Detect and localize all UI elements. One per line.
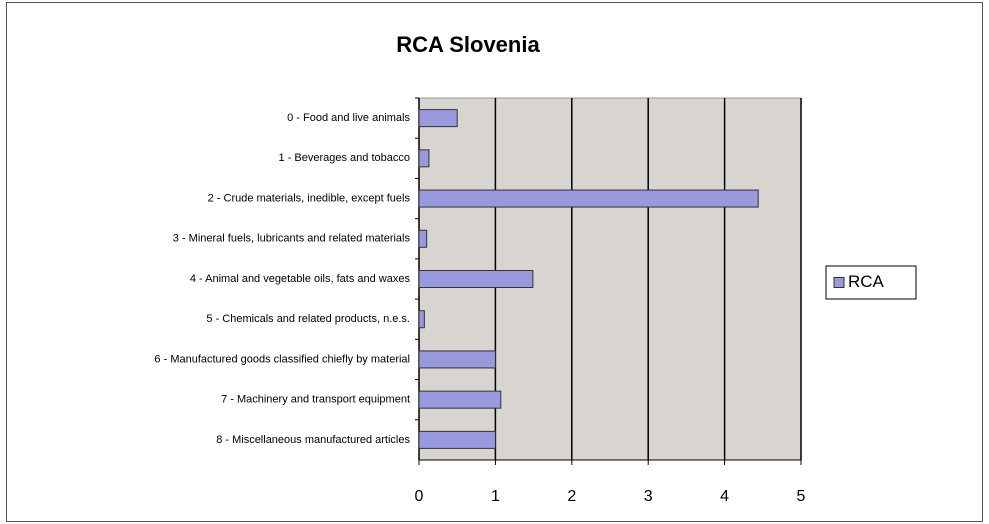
bar [418,270,534,288]
legend-swatch [833,277,845,288]
y-tick-label: 1 - Beverages and tobacco [279,152,410,164]
chart-title: RCA Slovenia [396,32,540,57]
y-tick-label: 7 - Machinery and transport equipment [221,394,410,406]
y-tick-label: 0 - Food and live animals [287,112,410,124]
y-tick-label: 5 - Chemicals and related products, n.e.… [206,313,410,325]
x-tick-label: 5 [797,488,806,505]
y-tick-label: 2 - Crude materials, inedible, except fu… [208,192,411,204]
bar [418,390,502,409]
bar [418,430,496,449]
bar [418,109,458,128]
legend-label: RCA [848,272,885,291]
bar [418,189,759,208]
x-tick-label: 4 [720,488,729,505]
x-tick-label: 3 [644,488,653,505]
x-tick-label: 0 [415,488,424,505]
x-tick-label: 1 [491,488,500,505]
bar [418,229,428,248]
y-tick-label: 8 - Miscellaneous manufactured articles [216,434,410,446]
bar [418,149,430,168]
y-tick-label: 6 - Manufactured goods classified chiefl… [154,353,410,365]
bar [418,310,425,329]
y-tick-label: 4 - Animal and vegetable oils, fats and … [190,273,411,285]
y-tick-label: 3 - Mineral fuels, lubricants and relate… [173,233,411,245]
bar [418,350,496,369]
x-tick-label: 2 [567,488,576,505]
